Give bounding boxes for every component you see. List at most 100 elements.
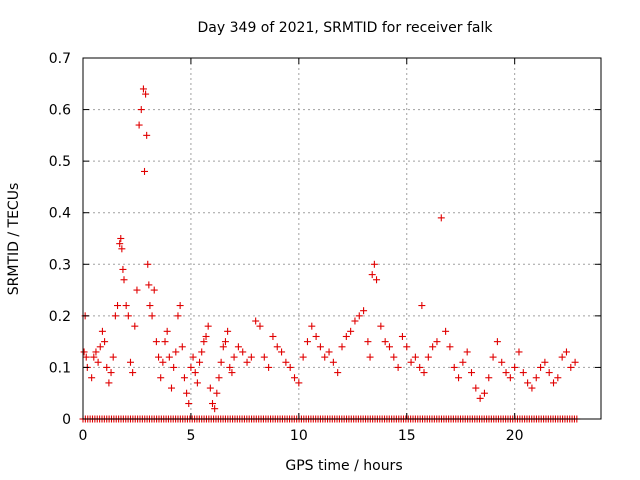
y-tick-label: 0.5 — [49, 154, 71, 170]
data-point — [159, 358, 167, 366]
data-point — [265, 363, 273, 371]
data-point — [155, 353, 163, 361]
data-point — [189, 353, 197, 361]
data-point — [269, 332, 277, 340]
data-point — [278, 348, 286, 356]
data-point — [342, 332, 350, 340]
data-point — [381, 338, 389, 346]
data-point — [316, 343, 324, 351]
data-point — [119, 265, 127, 273]
data-point — [221, 338, 229, 346]
tick-labels: 0 5 10 15 20 0 0.1 0.2 0.3 0.4 0.5 0.6 0.7 — [49, 51, 524, 444]
x-axis-label: GPS time / hours — [285, 458, 402, 474]
data-point — [126, 358, 134, 366]
data-point — [355, 312, 363, 320]
data-point — [260, 353, 268, 361]
data-point — [170, 363, 178, 371]
data-point — [90, 353, 98, 361]
data-point — [394, 363, 402, 371]
data-point — [373, 276, 381, 284]
data-point — [489, 353, 497, 361]
data-point — [230, 353, 238, 361]
data-point — [176, 302, 184, 310]
data-point — [424, 353, 432, 361]
data-point — [312, 332, 320, 340]
data-point — [198, 348, 206, 356]
x-tick-label: 15 — [398, 428, 416, 444]
data-point — [92, 348, 100, 356]
data-point — [420, 369, 428, 377]
y-tick-label: 0 — [62, 412, 71, 428]
data-point — [455, 374, 463, 382]
data-point — [196, 358, 204, 366]
data-point — [506, 374, 514, 382]
data-point — [124, 312, 132, 320]
y-tick-label: 0.6 — [49, 103, 71, 119]
data-point — [202, 332, 210, 340]
x-tick-label: 0 — [79, 428, 88, 444]
data-point — [515, 348, 523, 356]
data-point — [239, 348, 247, 356]
y-tick-label: 0.7 — [49, 51, 71, 67]
data-point — [88, 374, 96, 382]
data-point — [120, 276, 128, 284]
data-point — [377, 322, 385, 330]
data-point — [139, 85, 147, 93]
data-point — [472, 384, 480, 392]
data-point — [347, 327, 355, 335]
data-point — [211, 405, 219, 413]
data-point — [111, 312, 119, 320]
data-point — [101, 338, 109, 346]
data-point — [103, 363, 111, 371]
data-point — [468, 369, 475, 377]
axis-ticks — [82, 57, 601, 420]
data-point — [459, 358, 467, 366]
y-axis-label: SRMTID / TECUs — [6, 183, 22, 296]
data-point — [183, 389, 191, 397]
data-point — [403, 343, 411, 351]
data-point — [117, 235, 125, 242]
data-point — [114, 302, 122, 310]
x-tick-label: 5 — [186, 428, 195, 444]
data-point — [558, 353, 566, 361]
data-point — [493, 338, 501, 346]
data-point — [562, 348, 570, 356]
data-point — [511, 363, 519, 371]
data-point — [519, 369, 527, 377]
chart-title: Day 349 of 2021, SRMTID for receiver fal… — [198, 20, 494, 36]
data-point — [502, 369, 510, 377]
data-point — [98, 327, 106, 335]
data-point — [550, 379, 558, 387]
data-point — [541, 358, 549, 366]
data-point — [116, 240, 124, 248]
data-point — [442, 327, 450, 335]
data-point — [131, 322, 139, 330]
data-point — [437, 214, 445, 222]
data-point — [146, 302, 154, 310]
data-point — [213, 389, 221, 397]
data-point — [133, 286, 141, 294]
data-point — [143, 131, 151, 139]
data-point — [215, 374, 223, 382]
data-point — [219, 343, 227, 351]
data-point — [193, 379, 201, 387]
data-point — [217, 358, 225, 366]
data-point — [398, 332, 406, 340]
data-point — [418, 302, 426, 310]
data-point — [450, 363, 458, 371]
data-point — [291, 374, 299, 382]
y-tick-label: 0.2 — [49, 309, 71, 325]
data-point — [485, 374, 493, 382]
data-point — [528, 384, 536, 392]
y-tick-label: 0.3 — [49, 257, 71, 273]
data-point — [524, 379, 532, 387]
data-point — [142, 90, 150, 98]
data-point — [390, 353, 398, 361]
data-point — [295, 379, 303, 387]
data-point — [567, 363, 575, 371]
data-point — [416, 363, 424, 371]
data-point — [144, 260, 152, 268]
data-point — [234, 343, 242, 351]
data-point — [107, 369, 115, 377]
data-point — [338, 343, 346, 351]
